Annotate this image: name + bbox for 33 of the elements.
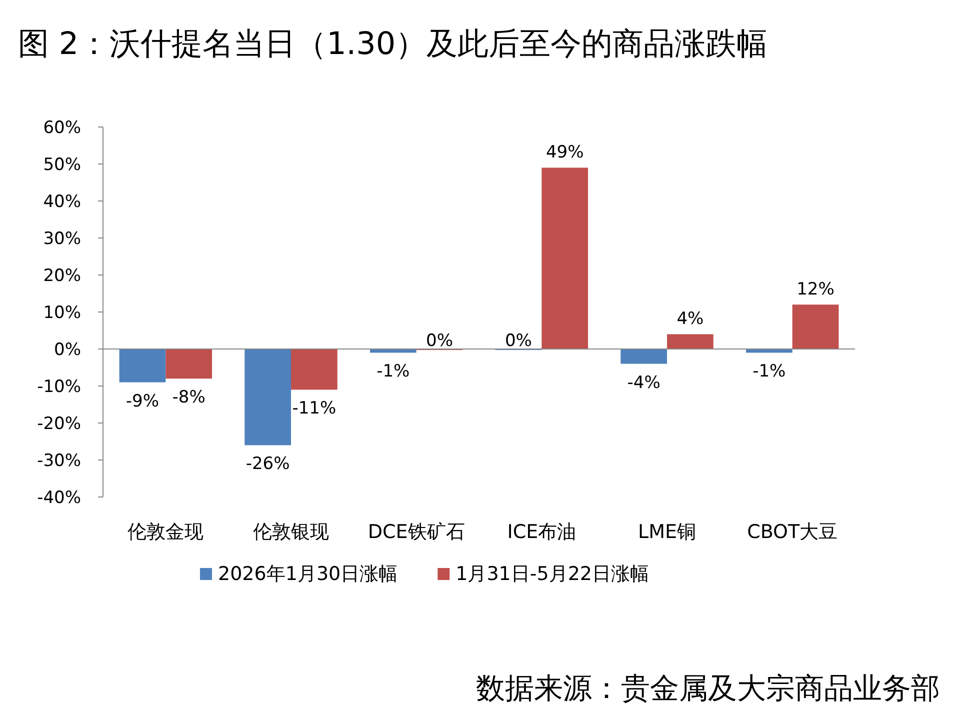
- data-label: 12%: [796, 280, 834, 300]
- x-tick-label: DCE铁矿石: [368, 521, 465, 543]
- chart-title: 图 2：沃什提名当日（1.30）及此后至今的商品涨跌幅: [18, 26, 768, 62]
- y-tick-label: -10%: [37, 377, 81, 397]
- data-label: 49%: [546, 142, 584, 163]
- data-label: -9%: [126, 391, 160, 412]
- x-tick-label: LME铜: [638, 521, 696, 543]
- data-label: -26%: [246, 454, 290, 474]
- data-label: 0%: [504, 331, 532, 351]
- x-tick-label: CBOT大豆: [747, 521, 838, 543]
- data-label: -11%: [292, 398, 336, 419]
- x-tick-label: ICE布油: [507, 521, 576, 543]
- y-tick-label: 0%: [54, 340, 81, 360]
- data-label: -8%: [172, 388, 206, 408]
- y-tick-label: 60%: [43, 118, 81, 138]
- data-label: 4%: [676, 309, 704, 330]
- y-tick-label: -20%: [37, 414, 81, 434]
- x-tick-label: 伦敦银现: [253, 521, 329, 543]
- data-label: -4%: [627, 372, 660, 393]
- data-label: -1%: [376, 362, 410, 382]
- source-note: 数据来源：贵金属及大宗商品业务部: [476, 671, 940, 705]
- y-tick-label: 20%: [43, 266, 81, 286]
- data-label: 0%: [426, 331, 454, 351]
- legend-label: 2026年1月30日涨幅: [218, 563, 398, 585]
- y-tick-label: 10%: [43, 303, 81, 323]
- y-tick-label: 40%: [43, 192, 81, 212]
- y-tick-label: 30%: [43, 229, 81, 249]
- y-tick-label: -30%: [37, 451, 81, 471]
- x-tick-label: 伦敦金现: [128, 521, 204, 543]
- y-tick-label: 50%: [43, 155, 81, 175]
- legend-label: 1月31日-5月22日涨幅: [456, 563, 650, 585]
- y-tick-label: -40%: [37, 488, 81, 508]
- data-label: -1%: [752, 362, 786, 382]
